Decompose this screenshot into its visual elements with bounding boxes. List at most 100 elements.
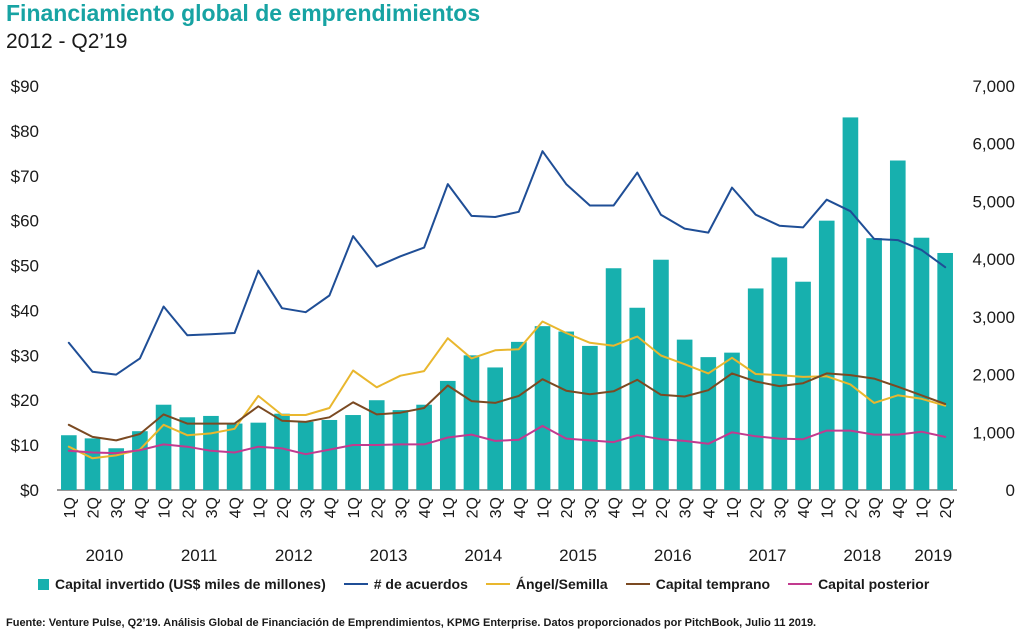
x-year-label: 2016 [654,546,692,565]
x-tick-label: 2Q [180,497,197,518]
x-year-label: 2010 [85,546,123,565]
bar-capital [747,288,764,490]
x-tick-label: 2Q [749,497,766,518]
y-left-tick-label: $80 [11,122,39,141]
legend-item-later: Capital posterior [788,576,929,592]
x-tick-label: 3Q [393,497,410,518]
y-left-tick-label: $10 [11,436,39,455]
legend-label-early: Capital temprano [655,576,771,592]
bar-capital [866,238,882,490]
x-tick-label: 2Q [938,497,955,518]
legend-swatch-capital [38,578,49,590]
legend-item-angel: Ángel/Semilla [485,576,608,592]
x-tick-label: 4Q [133,497,150,518]
x-tick-label: 1Q [62,497,79,518]
bar-capital [937,252,953,490]
legend-swatch-early [625,583,650,585]
legend-swatch-later [788,583,813,585]
bar-capital [842,117,859,490]
y-right-tick-label: 3,000 [972,308,1015,327]
legend-item-early: Capital temprano [625,576,771,592]
bar-capital [913,237,930,490]
bar-capital [795,281,811,490]
y-right-tick-label: 5,000 [972,192,1015,211]
x-tick-label: 3Q [488,497,505,518]
legend-item-capital: Capital invertido (US$ miles de millones… [38,576,326,592]
bar-capital [250,422,267,490]
bar-capital [605,268,622,490]
y-right-tick-label: 1,000 [972,423,1015,442]
bar-capital [416,404,432,490]
legend-swatch-angel [485,583,510,585]
x-year-label: 2013 [370,546,408,565]
source-note: Fuente: Venture Pulse, Q2’19. Análisis G… [6,617,817,629]
bar-capital [487,367,503,490]
bar-capital [558,331,575,490]
x-tick-label: 1Q [914,497,931,518]
chart-subtitle: 2012 - Q2’19 [6,30,128,53]
y-left-tick-label: $70 [11,167,39,186]
x-tick-label: 2Q [275,497,292,518]
bar-capital [226,423,243,490]
legend-label-later: Capital posterior [818,576,930,592]
legend-swatch-deals [343,583,368,585]
bar-capital [676,339,693,490]
bar-capital [889,160,906,490]
bar-capital [463,355,480,490]
y-left-tick-label: $90 [11,77,39,96]
x-tick-label: 1Q [441,497,458,518]
legend-item-deals: # de acuerdos [343,576,468,592]
x-tick-label: 4Q [228,497,245,518]
line-angel [67,320,947,460]
y-right-tick-label: 0 [1006,481,1015,500]
bar-capital [724,352,740,490]
bar-capital [700,357,717,490]
bar-capital [511,341,527,490]
chart-canvas: $0 $10 $20 $30 $40 $50 $60 $70 $80 $90 0 1,000 2,00… [11,77,1015,565]
x-tick-label: 4Q [607,497,624,518]
x-tick-label: 3Q [299,497,316,518]
y-left-tick-label: $60 [11,212,39,231]
bar-capital [132,431,148,490]
bar-capital [345,415,361,490]
line-deals [67,150,947,376]
y-axis-right: 0 1,000 2,000 3,000 4,000 5,000 6,000 7,000 [972,77,1015,500]
x-tick-label: 1Q [820,497,837,518]
x-axis: 1Q 2Q 3Q 4Q 1Q 2Q 3Q 4Q 1Q 2Q 3Q 4Q 1Q 2Q 3Q 4Q 1Q 2Q 3Q 4Q… [62,497,955,565]
bar-capital [771,257,788,490]
x-tick-label: 2Q [370,497,387,518]
bar-capital [61,435,77,490]
x-tick-label: 2Q [559,497,576,518]
line-later [67,424,947,456]
bar-capital [108,448,125,490]
x-tick-label: 4Q [796,497,813,518]
line-early [67,372,947,442]
legend-label-deals: # de acuerdos [373,576,468,592]
x-tick-label: 4Q [417,497,434,518]
x-tick-label: 1Q [536,497,553,518]
x-year-label: 2019 [914,546,952,565]
bar-capital [439,380,456,490]
x-tick-label: 4Q [322,497,339,518]
x-tick-label: 1Q [630,497,647,518]
bar-capital [653,259,669,490]
x-tick-label: 3Q [583,497,600,518]
x-tick-label: 4Q [701,497,718,518]
bar-capital [203,415,219,490]
x-year-label: 2017 [749,546,787,565]
x-year-label: 2015 [559,546,597,565]
x-year-label: 2012 [275,546,313,565]
x-tick-label: 3Q [109,497,126,518]
x-year-label: 2011 [181,546,218,565]
bar-capital [321,419,338,490]
y-right-tick-label: 7,000 [972,77,1015,96]
bar-capital [582,345,598,490]
legend-label-angel: Ángel/Semilla [515,576,608,592]
line-series [67,150,947,460]
bar-capital [392,410,409,490]
x-tick-label: 2Q [464,497,481,518]
y-right-tick-label: 2,000 [972,366,1015,385]
x-tick-label: 1Q [251,497,268,518]
y-left-tick-label: $50 [11,257,39,276]
x-year-label: 2018 [843,546,881,565]
